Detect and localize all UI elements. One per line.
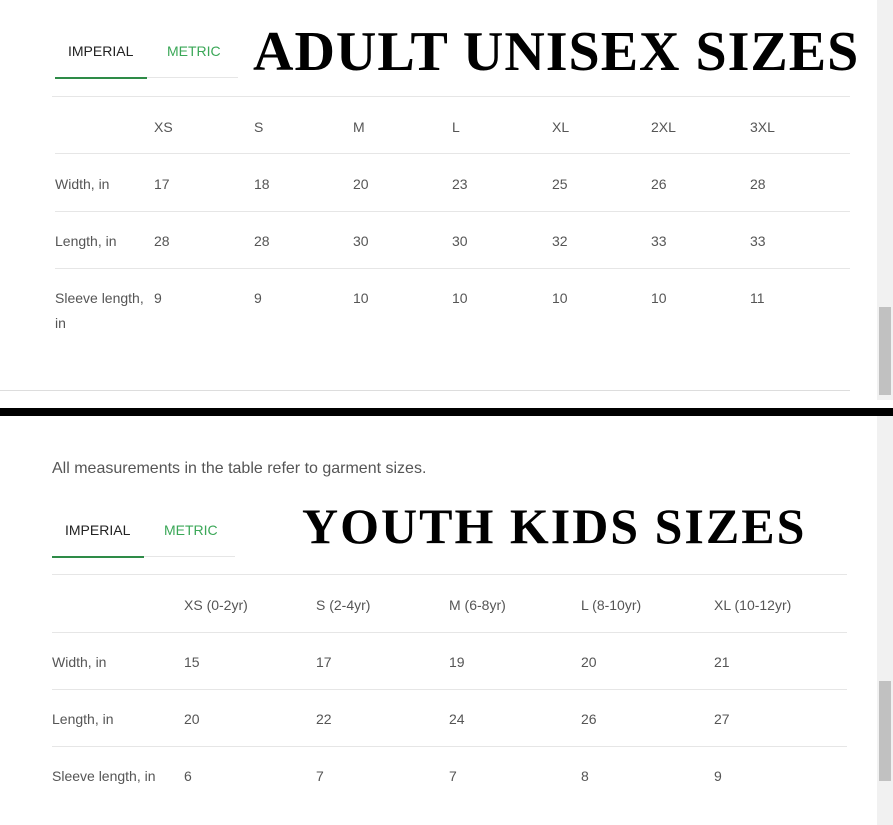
table-cell: 7 [316,768,324,784]
table-cell: 28 [750,176,766,192]
column-header: S (2-4yr) [316,597,371,613]
table-cell: 15 [184,654,200,670]
row-label: Width, in [55,176,110,192]
tab-divider [144,556,235,557]
table-cell: 22 [316,711,332,727]
active-tab-indicator [52,556,144,558]
table-cell: 30 [452,233,468,249]
table-cell: 18 [254,176,270,192]
table-cell: 32 [552,233,568,249]
table-cell: 9 [154,290,162,306]
table-cell: 17 [316,654,332,670]
scrollbar-thumb[interactable] [879,307,891,395]
row-divider [55,268,850,269]
section-bottom-rule [0,390,850,391]
row-divider [52,689,847,690]
row-label: Sleeve length, in [52,768,156,784]
row-divider [52,632,847,633]
table-cell: 25 [552,176,568,192]
column-header: 3XL [750,119,775,135]
table-cell: 33 [651,233,667,249]
table-cell: 33 [750,233,766,249]
scrollbar[interactable] [877,416,893,825]
table-cell: 10 [552,290,568,306]
row-divider [55,153,850,154]
column-header: L (8-10yr) [581,597,642,613]
table-cell: 20 [353,176,369,192]
row-label: Sleeve length, in [55,290,144,331]
row-divider [52,746,847,747]
column-header: L [452,119,460,135]
table-cell: 28 [254,233,270,249]
row-label: Width, in [52,654,107,670]
table-cell: 21 [714,654,730,670]
scrollbar[interactable] [877,0,893,400]
youth-tab-imperial[interactable]: IMPERIAL [65,522,131,538]
adult-title: ADULT UNISEX SIZES [253,21,860,83]
column-header: XS [154,119,173,135]
table-cell: 10 [452,290,468,306]
table-cell: 7 [449,768,457,784]
table-rule [52,574,847,575]
section-divider [0,408,893,416]
row-label: Length, in [52,711,114,727]
table-rule [52,96,850,97]
table-cell: 8 [581,768,589,784]
row-divider [55,211,850,212]
table-cell: 28 [154,233,170,249]
table-cell: 19 [449,654,465,670]
table-cell: 9 [254,290,262,306]
active-tab-indicator [55,77,147,79]
table-cell: 10 [651,290,667,306]
table-cell: 17 [154,176,170,192]
table-cell: 27 [714,711,730,727]
table-cell: 10 [353,290,369,306]
youth-title: YOUTH KIDS SIZES [302,498,807,554]
column-header: XL (10-12yr) [714,597,792,613]
table-cell: 30 [353,233,369,249]
table-cell: 11 [750,290,765,306]
adult-tab-metric[interactable]: METRIC [167,43,221,59]
column-header: M (6-8yr) [449,597,506,613]
table-cell: 6 [184,768,192,784]
column-header: S [254,119,264,135]
column-header: XS (0-2yr) [184,597,248,613]
column-header: 2XL [651,119,676,135]
column-header: XL [552,119,570,135]
table-cell: 26 [581,711,597,727]
scrollbar-thumb[interactable] [879,681,891,781]
table-cell: 9 [714,768,722,784]
table-cell: 26 [651,176,667,192]
table-cell: 24 [449,711,465,727]
tab-divider [147,77,238,78]
adult-tab-imperial[interactable]: IMPERIAL [68,43,134,59]
table-cell: 20 [184,711,200,727]
table-cell: 20 [581,654,597,670]
row-label: Length, in [55,233,117,249]
measurement-note: All measurements in the table refer to g… [52,460,427,477]
youth-tab-metric[interactable]: METRIC [164,522,218,538]
table-cell: 23 [452,176,468,192]
column-header: M [353,119,365,135]
